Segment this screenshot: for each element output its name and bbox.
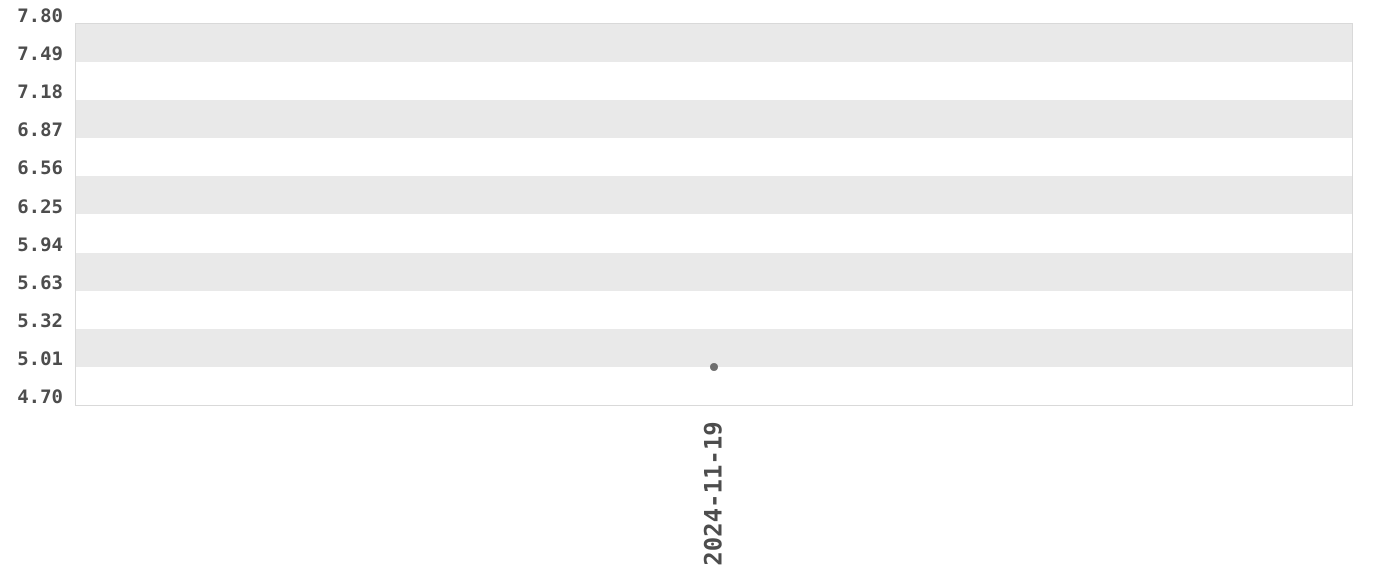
y-tick-label: 7.80: [17, 5, 63, 27]
grid-band: [76, 100, 1352, 139]
data-point: [710, 362, 718, 371]
grid-band: [76, 366, 1352, 405]
y-tick-label: 5.63: [17, 271, 63, 294]
grid-band: [76, 328, 1352, 367]
y-tick-label: 6.56: [17, 157, 63, 180]
y-tick-label: 6.87: [17, 119, 63, 142]
grid-band: [76, 138, 1352, 177]
y-tick-label: 6.25: [17, 195, 63, 218]
y-tick-label: 7.18: [17, 81, 63, 104]
grid-band: [76, 62, 1352, 101]
grid-band: [76, 24, 1352, 63]
y-tick-label: 7.49: [17, 43, 63, 66]
grid-band: [76, 176, 1352, 215]
y-tick-label: 4.70: [17, 386, 63, 408]
plot-area: [75, 23, 1353, 406]
grid-band: [76, 252, 1352, 291]
y-tick-label: 5.94: [17, 233, 63, 256]
y-tick-label: 5.32: [17, 309, 63, 332]
x-tick-label: 2024-11-19: [699, 421, 728, 566]
y-tick-label: 5.01: [17, 347, 63, 370]
grid-band: [76, 214, 1352, 253]
grid-band: [76, 290, 1352, 329]
